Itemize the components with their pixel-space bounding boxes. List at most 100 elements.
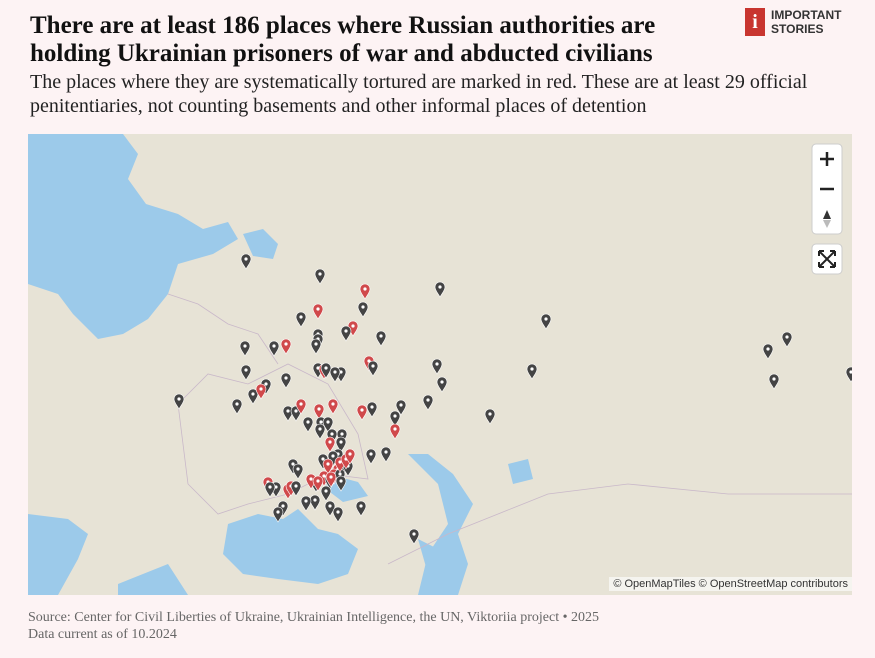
marker[interactable] (239, 340, 251, 357)
marker[interactable] (332, 506, 344, 523)
marker-dot (426, 398, 430, 402)
marker-dot (317, 407, 321, 411)
marker[interactable] (395, 399, 407, 416)
marker-dot (772, 377, 776, 381)
marker[interactable] (355, 500, 367, 517)
marker[interactable] (408, 528, 420, 545)
marker[interactable] (422, 394, 434, 411)
marker[interactable] (322, 458, 334, 475)
marker[interactable] (310, 338, 322, 355)
marker[interactable] (280, 372, 292, 389)
marker[interactable] (344, 448, 356, 465)
marker[interactable] (526, 363, 538, 380)
compass[interactable] (812, 204, 842, 234)
marker[interactable] (295, 398, 307, 415)
marker[interactable] (264, 481, 276, 498)
marker[interactable] (436, 376, 448, 393)
borders (167, 293, 852, 565)
marker[interactable] (312, 303, 324, 320)
marker-dot (379, 334, 383, 338)
marker[interactable] (365, 448, 377, 465)
marker-dot (348, 452, 352, 456)
zoom-in[interactable] (812, 144, 842, 174)
marker-dot (361, 305, 365, 309)
marker[interactable] (389, 410, 401, 427)
marker[interactable] (540, 313, 552, 330)
map (28, 134, 852, 595)
marker-dot (244, 368, 248, 372)
marker-dot (329, 475, 333, 479)
subtitle: The places where they are systematically… (30, 71, 808, 117)
marker-dot (363, 287, 367, 291)
marker-dot (333, 370, 337, 374)
marker[interactable] (375, 330, 387, 347)
marker[interactable] (240, 364, 252, 381)
marker[interactable] (312, 475, 324, 492)
marker[interactable] (434, 281, 446, 298)
marker-dot (318, 272, 322, 276)
marker[interactable] (314, 268, 326, 285)
marker[interactable] (314, 423, 326, 440)
marker[interactable] (255, 383, 267, 400)
zoom-out[interactable] (812, 174, 842, 204)
marker[interactable] (327, 398, 339, 415)
fullscreen[interactable] (811, 243, 843, 275)
marker[interactable] (290, 480, 302, 497)
marker[interactable] (324, 436, 336, 453)
marker-dot (243, 344, 247, 348)
marker[interactable] (320, 485, 332, 502)
marker[interactable] (240, 253, 252, 270)
marker[interactable] (367, 360, 379, 377)
marker[interactable] (300, 495, 312, 512)
marker[interactable] (173, 393, 185, 410)
marker[interactable] (272, 506, 284, 523)
marker-dot (435, 362, 439, 366)
marker-dot (304, 499, 308, 503)
marker-dot (322, 474, 326, 478)
marker-dot (272, 344, 276, 348)
marker[interactable] (292, 463, 304, 480)
marker[interactable] (295, 311, 307, 328)
marker-dot (177, 397, 181, 401)
marker-dot (488, 412, 492, 416)
marker-dot (339, 440, 343, 444)
marker[interactable] (313, 403, 325, 420)
marker-dot (766, 347, 770, 351)
marker[interactable] (484, 408, 496, 425)
marker-dot (299, 315, 303, 319)
marker-dot (849, 370, 852, 374)
marker[interactable] (768, 373, 780, 390)
marker[interactable] (357, 301, 369, 318)
marker-dot (438, 285, 442, 289)
marker-dot (316, 479, 320, 483)
marker[interactable] (335, 436, 347, 453)
attribution: © OpenMapTiles © OpenStreetMap contribut… (609, 577, 852, 591)
marker[interactable] (340, 325, 352, 342)
marker[interactable] (329, 366, 341, 383)
marker[interactable] (282, 405, 294, 422)
marker[interactable] (231, 398, 243, 415)
marker[interactable] (389, 423, 401, 440)
marker[interactable] (268, 340, 280, 357)
water (28, 134, 533, 595)
marker-dot (440, 380, 444, 384)
marker[interactable] (280, 338, 292, 355)
marker[interactable] (380, 446, 392, 463)
source: Source: Center for Civil Liberties of Uk… (28, 610, 600, 625)
marker[interactable] (431, 358, 443, 375)
marker[interactable] (781, 331, 793, 348)
marker-dot (326, 420, 330, 424)
marker[interactable] (366, 401, 378, 418)
marker[interactable] (359, 283, 371, 300)
marker-dot (284, 342, 288, 346)
marker[interactable] (762, 343, 774, 360)
marker[interactable] (335, 475, 347, 492)
marker-dot (530, 367, 534, 371)
marker[interactable] (325, 471, 337, 488)
marker[interactable] (356, 404, 368, 421)
marker[interactable] (247, 388, 259, 405)
marker[interactable] (302, 416, 314, 433)
marker-dot (321, 457, 325, 461)
marker-dot (326, 462, 330, 466)
marker[interactable] (309, 494, 321, 511)
